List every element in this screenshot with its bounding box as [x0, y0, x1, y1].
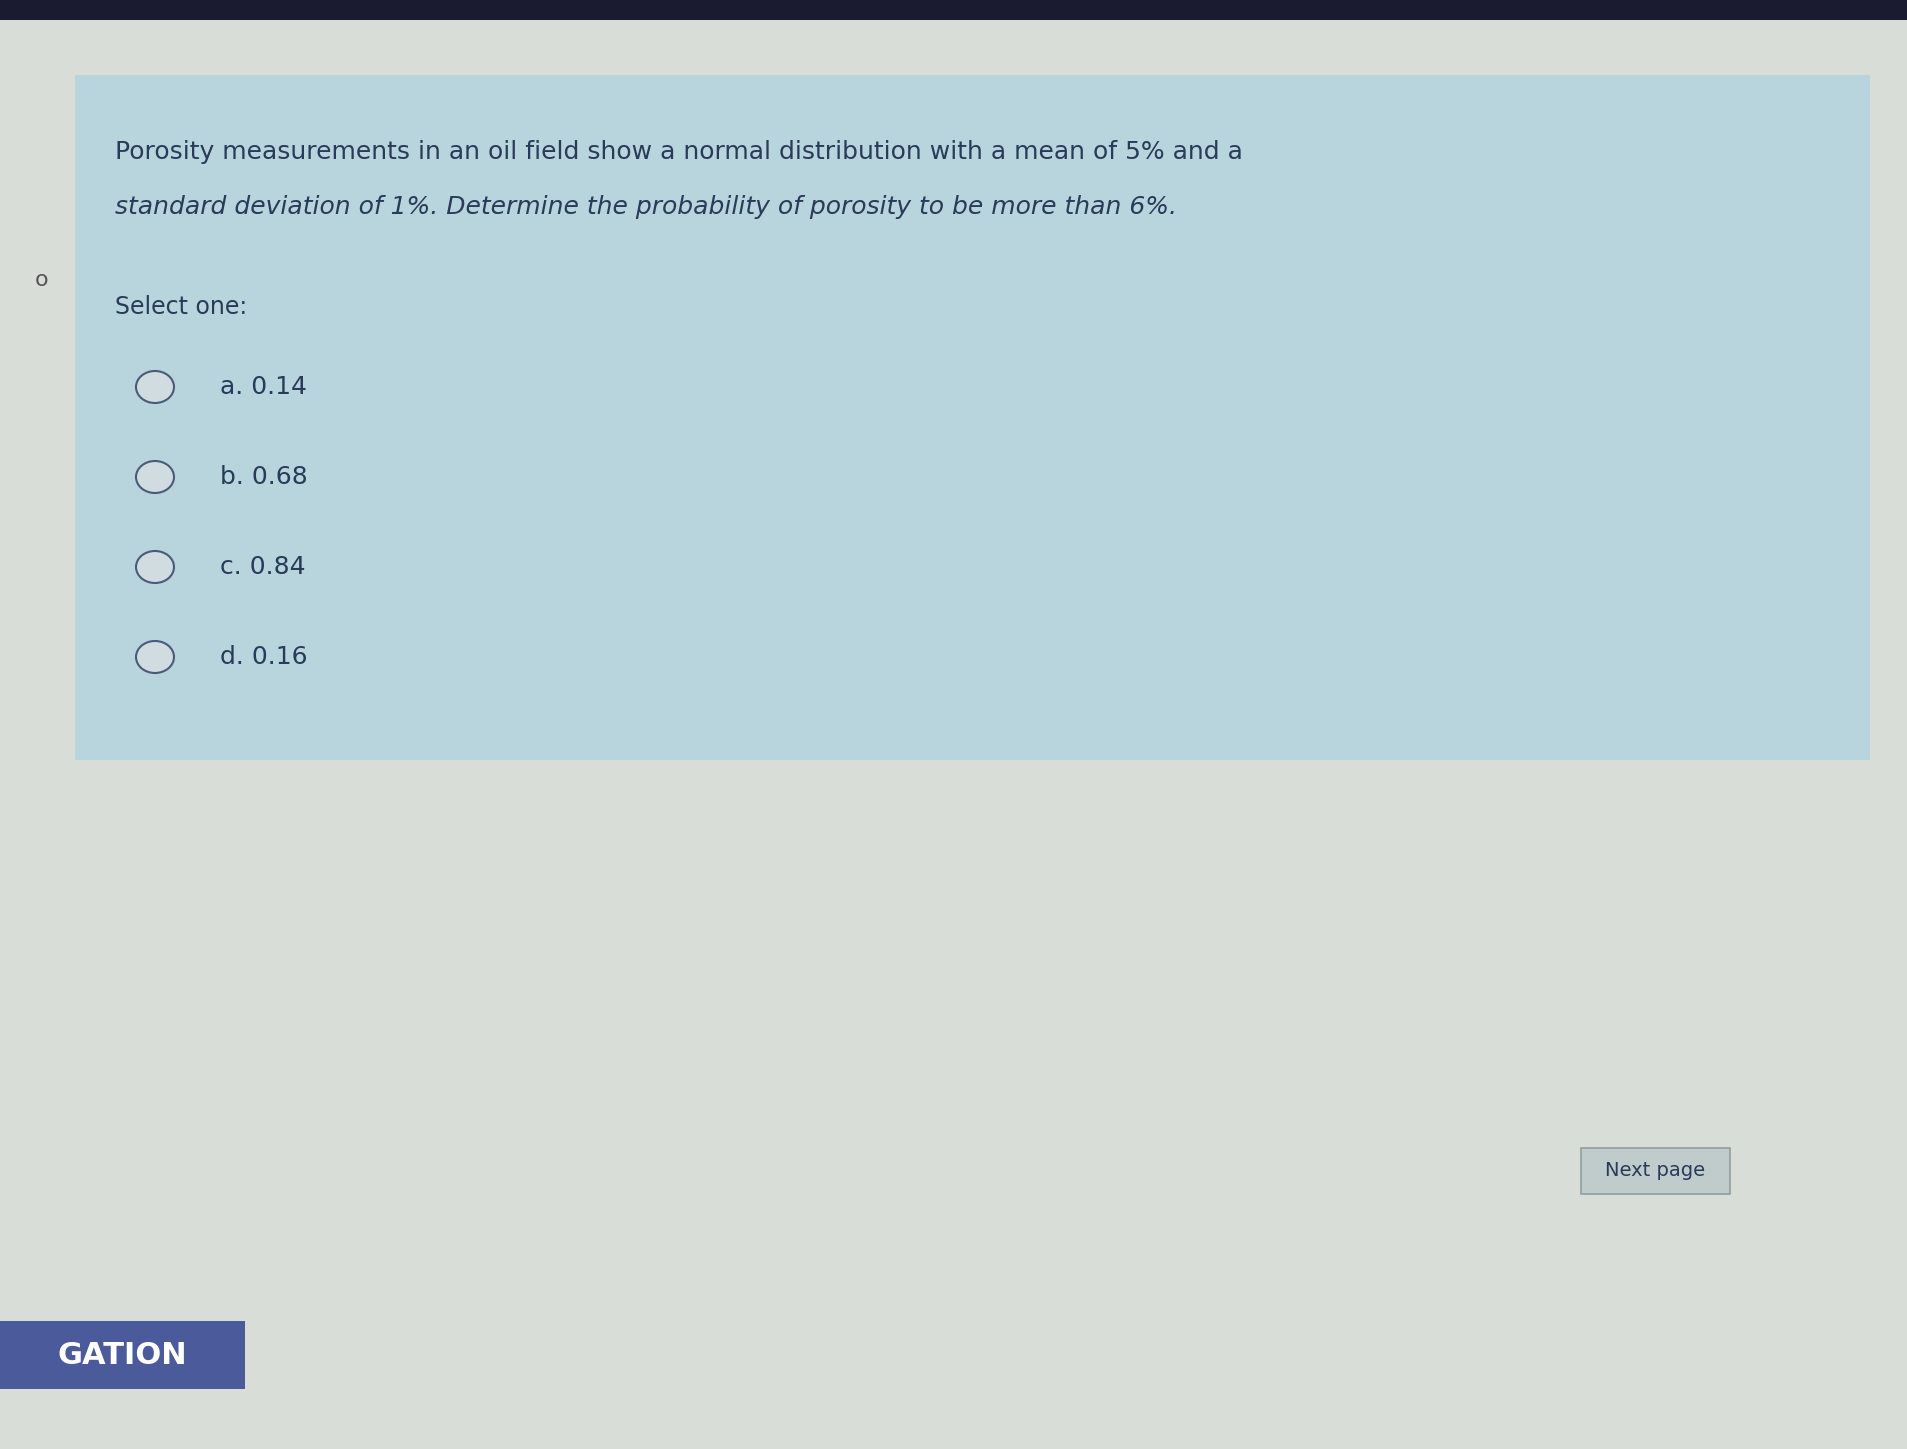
Text: c. 0.84: c. 0.84: [219, 555, 305, 580]
Ellipse shape: [135, 461, 174, 493]
Bar: [0, 0, 1907, 20]
Text: o: o: [34, 271, 48, 290]
Ellipse shape: [135, 551, 174, 582]
Text: GATION: GATION: [57, 1340, 187, 1369]
Text: a. 0.14: a. 0.14: [219, 375, 307, 398]
Ellipse shape: [135, 640, 174, 672]
Ellipse shape: [135, 371, 174, 403]
FancyBboxPatch shape: [1581, 1148, 1730, 1194]
Text: Select one:: Select one:: [114, 296, 248, 319]
Bar: [74, 75, 1869, 759]
Text: standard deviation of 1%. Determine the probability of porosity to be more than : standard deviation of 1%. Determine the …: [114, 196, 1177, 219]
Text: d. 0.16: d. 0.16: [219, 645, 307, 669]
Text: b. 0.68: b. 0.68: [219, 465, 307, 488]
Text: Porosity measurements in an oil field show a normal distribution with a mean of : Porosity measurements in an oil field sh…: [114, 141, 1241, 164]
Text: Next page: Next page: [1604, 1162, 1705, 1181]
Bar: [0, 1321, 244, 1390]
